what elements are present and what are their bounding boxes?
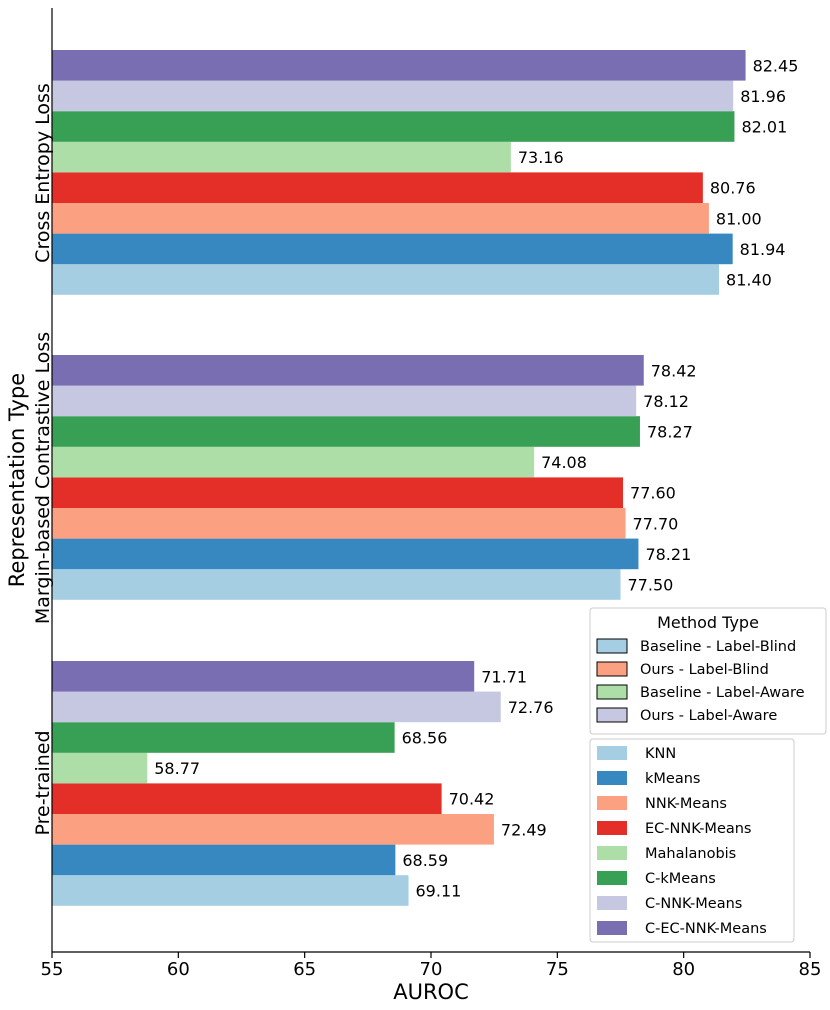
value-label-knn-g2: 69.11 [416, 882, 462, 901]
value-label-mahalanobis-g1: 74.08 [541, 453, 587, 472]
value-label-c-nnk-means-g1: 78.12 [643, 392, 689, 411]
bars-layer [52, 50, 746, 906]
method-swatch-nnk-means [597, 796, 627, 810]
value-label-knn-g0: 81.40 [726, 271, 772, 290]
x-tick-label-85: 85 [799, 959, 822, 980]
method-type-legend: Method Type Baseline - Label-Blind Ours -… [589, 607, 827, 735]
method-label-c-ec-nnk-means: C-EC-NNK-Means [645, 921, 767, 937]
bar-c-kmeans-g1 [52, 416, 640, 447]
bar-nnk-means-g2 [52, 814, 494, 845]
method-swatch-mahalanobis [597, 846, 627, 860]
method-label-nnk-means: NNK-Means [645, 796, 727, 812]
method-type-label-ours-label-aware: Ours - Label-Aware [640, 708, 777, 724]
method-type-legend-frame [589, 607, 827, 735]
y-axis-label: Representation Type [5, 373, 29, 587]
bar-knn-g0 [52, 264, 720, 295]
x-ticks: 55 60 65 70 75 80 85 [41, 952, 822, 980]
value-label-c-kmeans-g2: 68.56 [402, 729, 448, 748]
method-label-kmeans: kMeans [645, 771, 700, 787]
bar-c-ec-nnk-means-g1 [52, 355, 644, 386]
method-swatch-ec-nnk-means [597, 821, 627, 835]
method-type-label-baseline-label-blind: Baseline - Label-Blind [640, 639, 796, 655]
value-label-nnk-means-g1: 77.70 [633, 514, 679, 533]
bar-ec-nnk-means-g1 [52, 477, 624, 508]
method-label-mahalanobis: Mahalanobis [645, 846, 736, 862]
bar-mahalanobis-g2 [52, 752, 148, 784]
method-label-c-kmeans: C-kMeans [645, 871, 716, 887]
method-legend: KNN kMeans NNK-Means EC-NNK-Means Mahalanobi… [589, 738, 795, 943]
value-label-c-ec-nnk-means-g2: 71.71 [481, 667, 527, 686]
value-label-c-nnk-means-g2: 72.76 [508, 698, 554, 717]
method-label-c-nnk-means: C-NNK-Means [645, 896, 742, 912]
method-type-swatch-ours-label-blind [596, 661, 628, 677]
value-label-c-kmeans-g1: 78.27 [647, 423, 693, 442]
method-type-legend-title: Method Type [657, 613, 759, 632]
value-label-nnk-means-g2: 72.49 [501, 820, 547, 839]
bar-c-ec-nnk-means-g0 [52, 50, 746, 81]
bar-ec-nnk-means-g2 [52, 783, 442, 814]
value-label-kmeans-g0: 81.94 [740, 240, 786, 259]
x-tick-label-80: 80 [672, 959, 695, 980]
value-label-c-ec-nnk-means-g1: 78.42 [651, 361, 697, 380]
method-type-swatch-baseline-label-aware [596, 684, 628, 700]
bar-c-nnk-means-g0 [52, 80, 734, 112]
bar-mahalanobis-g1 [52, 446, 535, 478]
bar-ec-nnk-means-g0 [52, 172, 703, 203]
bar-mahalanobis-g0 [52, 141, 511, 173]
method-swatch-knn [597, 746, 627, 760]
group-label-cross-entropy: Cross Entropy Loss [32, 83, 54, 263]
method-type-label-baseline-label-aware: Baseline - Label-Aware [640, 685, 805, 701]
bar-kmeans-g1 [52, 538, 639, 570]
value-label-c-nnk-means-g0: 81.96 [740, 87, 786, 106]
value-label-c-ec-nnk-means-g0: 82.45 [753, 56, 799, 75]
value-label-ec-nnk-means-g0: 80.76 [710, 179, 756, 198]
value-label-mahalanobis-g0: 73.16 [518, 148, 564, 167]
method-type-label-ours-label-blind: Ours - Label-Blind [640, 662, 769, 678]
method-swatch-c-ec-nnk-means [597, 921, 627, 935]
x-tick-label-70: 70 [420, 959, 443, 980]
method-label-knn: KNN [645, 746, 676, 762]
bar-c-kmeans-g2 [52, 722, 395, 753]
bar-c-kmeans-g0 [52, 111, 735, 142]
value-labels-layer: 81.40 77.50 69.11 81.94 78.21 68.59 81.00 77.70… [154, 56, 798, 900]
value-label-mahalanobis-g2: 58.77 [154, 759, 200, 778]
group-label-margin-contrastive: Margin-based Contrastive Loss [32, 332, 54, 624]
x-tick-label-55: 55 [41, 959, 64, 980]
bar-kmeans-g0 [52, 233, 733, 265]
method-legend-frame [589, 738, 795, 943]
bar-c-nnk-means-g1 [52, 385, 637, 417]
value-label-nnk-means-g0: 81.00 [716, 209, 762, 228]
bar-knn-g2 [52, 875, 409, 906]
method-type-swatch-baseline-label-blind [596, 638, 628, 654]
bar-nnk-means-g0 [52, 203, 709, 234]
bar-c-nnk-means-g2 [52, 691, 501, 723]
method-label-ec-nnk-means: EC-NNK-Means [645, 821, 752, 837]
group-label-pretrained: Pre-trained [32, 730, 54, 835]
x-tick-label-65: 65 [293, 959, 316, 980]
bar-knn-g1 [52, 569, 621, 600]
x-tick-label-60: 60 [167, 959, 190, 980]
bar-kmeans-g2 [52, 844, 396, 876]
x-tick-label-75: 75 [546, 959, 569, 980]
bar-c-ec-nnk-means-g2 [52, 661, 475, 692]
method-type-swatch-ours-label-aware [596, 707, 628, 723]
value-label-ec-nnk-means-g2: 70.42 [449, 790, 495, 809]
x-axis-label: AUROC [393, 980, 469, 1004]
value-label-knn-g1: 77.50 [628, 576, 674, 595]
value-label-kmeans-g1: 78.21 [645, 545, 691, 564]
value-label-c-kmeans-g0: 82.01 [741, 118, 787, 137]
bar-nnk-means-g1 [52, 508, 626, 539]
value-label-ec-nnk-means-g1: 77.60 [630, 484, 676, 503]
method-swatch-c-kmeans [597, 871, 627, 885]
value-label-kmeans-g2: 68.59 [402, 851, 448, 870]
method-swatch-c-nnk-means [597, 896, 627, 910]
method-swatch-kmeans [597, 771, 627, 785]
